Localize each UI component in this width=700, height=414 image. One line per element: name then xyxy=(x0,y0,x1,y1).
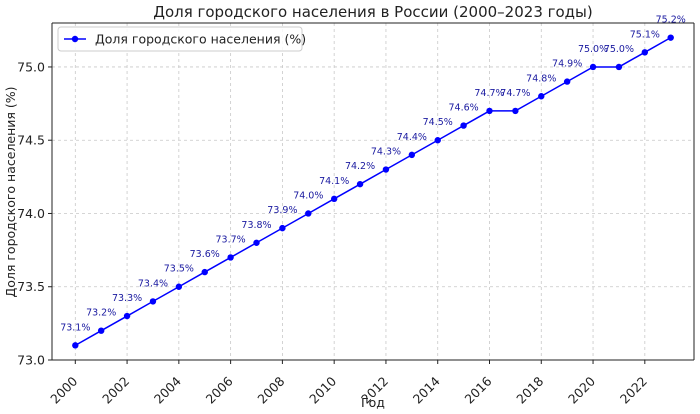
axes xyxy=(51,22,695,361)
y-tick-label: 74.5 xyxy=(17,133,45,148)
data-label: 73.5% xyxy=(164,264,194,275)
data-point xyxy=(641,49,649,56)
data-label: 73.2% xyxy=(86,308,116,319)
data-label: 74.4% xyxy=(397,132,427,143)
data-label: 75.0% xyxy=(578,44,608,55)
data-labels: 73.1% 73.2% 73.3% 73.4% 73.5% 73.6% 73.7% 73.8%… xyxy=(60,15,686,334)
data-point xyxy=(123,312,131,320)
data-point xyxy=(356,180,364,188)
data-label: 74.7% xyxy=(474,88,504,99)
data-label: 74.9% xyxy=(552,59,582,70)
x-axis-label: Год xyxy=(361,395,385,410)
series-layer xyxy=(72,34,674,349)
legend-marker xyxy=(71,35,79,43)
x-tick-label: 2022 xyxy=(617,374,650,407)
data-label: 75.2% xyxy=(656,15,686,26)
series-line xyxy=(74,36,672,347)
data-label: 75.1% xyxy=(630,29,660,40)
data-point xyxy=(486,107,493,115)
data-label: 74.8% xyxy=(526,73,556,84)
x-tick-label: 2004 xyxy=(151,373,184,406)
data-point xyxy=(149,298,157,305)
data-point xyxy=(382,166,390,173)
data-label: 74.2% xyxy=(345,161,375,172)
data-point xyxy=(667,34,674,41)
data-label: 74.5% xyxy=(423,117,453,128)
x-tick-label: 2002 xyxy=(99,374,132,407)
data-point xyxy=(97,327,105,334)
data-label: 73.8% xyxy=(241,220,271,231)
data-point xyxy=(72,342,79,349)
data-point xyxy=(305,210,312,217)
y-tick-label: 75.0 xyxy=(17,59,45,74)
legend: Доля городского населения (%) xyxy=(57,26,306,52)
data-point xyxy=(227,254,234,261)
data-label: 74.6% xyxy=(449,103,479,114)
data-label: 73.6% xyxy=(190,249,220,260)
x-tick-label: 2008 xyxy=(254,373,287,406)
y-ticks: 73.0 73.5 74.0 74.5 75.0 xyxy=(17,59,52,368)
x-tick-label: 2000 xyxy=(47,373,80,406)
data-point xyxy=(434,137,441,144)
x-tick-label: 2016 xyxy=(462,373,495,406)
data-label: 74.7% xyxy=(500,88,530,99)
data-point xyxy=(408,151,416,159)
y-tick-label: 73.0 xyxy=(17,353,45,368)
data-label: 73.1% xyxy=(60,322,90,333)
data-point xyxy=(330,195,338,203)
data-point xyxy=(175,283,183,290)
data-label: 74.1% xyxy=(319,176,349,187)
data-label: 74.0% xyxy=(293,190,323,201)
y-tick-label: 73.5 xyxy=(17,279,45,294)
legend-label: Доля городского населения (%) xyxy=(95,32,306,47)
data-point xyxy=(538,93,545,100)
data-point xyxy=(563,78,571,85)
y-axis-label: Доля городского населения (%) xyxy=(3,86,18,297)
x-tick-label: 2006 xyxy=(203,373,236,406)
legend-box xyxy=(57,26,303,52)
data-point xyxy=(589,63,597,71)
x-ticks: 2000 2002 2004 2006 2008 2010 2012 2014 2016 2018… xyxy=(47,360,650,407)
data-point xyxy=(253,239,260,246)
data-point xyxy=(279,224,286,232)
chart-title: Доля городского населения в России (2000… xyxy=(153,3,593,21)
data-label: 74.3% xyxy=(371,147,401,158)
data-point xyxy=(512,107,519,115)
data-point xyxy=(460,122,467,129)
data-point xyxy=(615,63,623,71)
data-label: 73.4% xyxy=(138,278,168,289)
x-tick-label: 2014 xyxy=(410,373,443,406)
x-tick-label: 2018 xyxy=(513,373,546,406)
grid xyxy=(52,23,694,361)
x-tick-label: 2010 xyxy=(306,373,339,406)
x-tick-label: 2020 xyxy=(565,373,598,406)
data-label: 73.3% xyxy=(112,293,142,304)
data-point xyxy=(201,268,208,276)
data-label: 73.9% xyxy=(267,205,297,216)
y-tick-label: 74.0 xyxy=(17,206,45,221)
data-label: 73.7% xyxy=(216,234,246,245)
data-label: 75.0% xyxy=(604,44,634,55)
